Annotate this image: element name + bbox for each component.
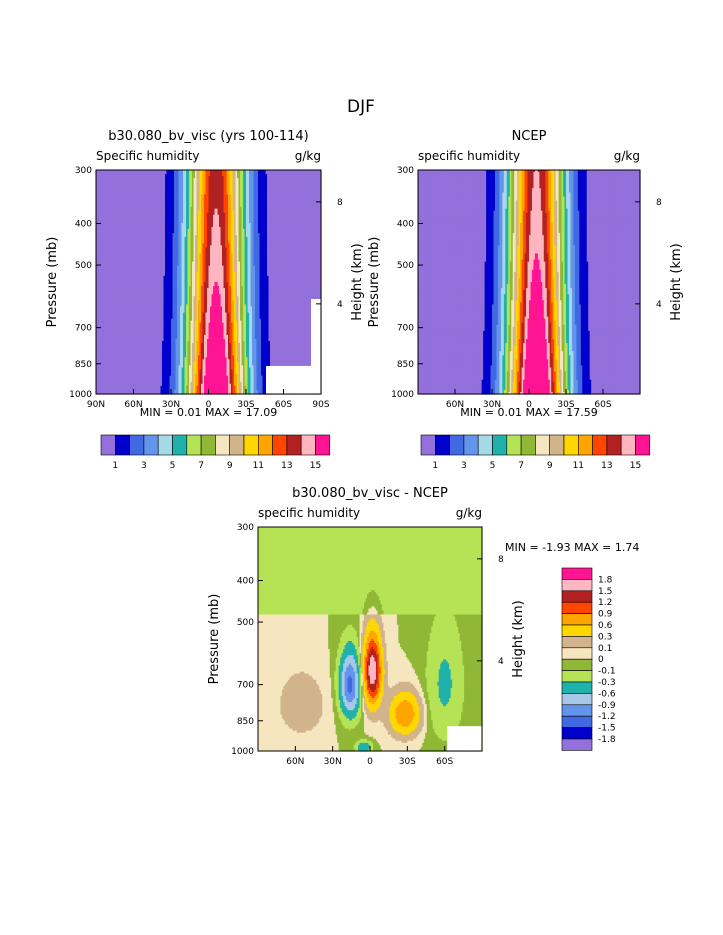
page-title: DJF	[347, 97, 375, 117]
panel-model: b30.080_bv_visc (yrs 100-114)Specific hu…	[45, 129, 365, 471]
